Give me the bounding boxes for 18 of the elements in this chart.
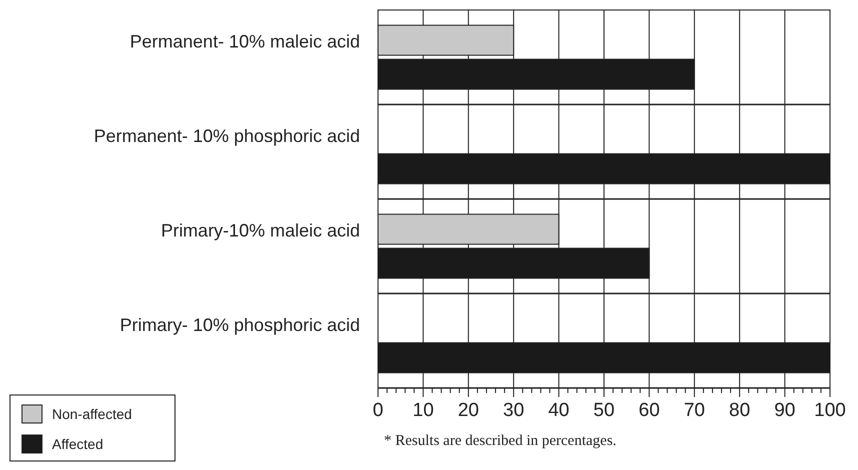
y-tick-label: Permanent- 10% phosphoric acid	[94, 126, 360, 146]
x-tick-label: 0	[372, 400, 384, 421]
x-tick-label: 80	[729, 400, 750, 421]
x-tick-label: 50	[593, 400, 615, 421]
x-tick-label: 20	[458, 400, 479, 421]
legend-label: Affected	[52, 436, 104, 452]
x-tick-label: 60	[638, 400, 660, 421]
x-tick-label: 40	[548, 400, 570, 421]
x-tick-label: 10	[412, 400, 434, 421]
y-tick-label: Primary-10% maleic acid	[160, 220, 360, 240]
x-tick-label: 70	[684, 400, 705, 421]
y-tick-label: Primary- 10% phosphoric acid	[120, 314, 360, 335]
x-tick-label: 100	[814, 400, 846, 421]
x-tick-label: 90	[774, 400, 796, 421]
legend-label: Non-affected	[52, 406, 132, 422]
x-tick-label: 30	[503, 400, 524, 421]
y-tick-label: Permanent- 10% maleic acid	[130, 31, 360, 52]
text: * Results are described in percentages.	[384, 433, 616, 449]
